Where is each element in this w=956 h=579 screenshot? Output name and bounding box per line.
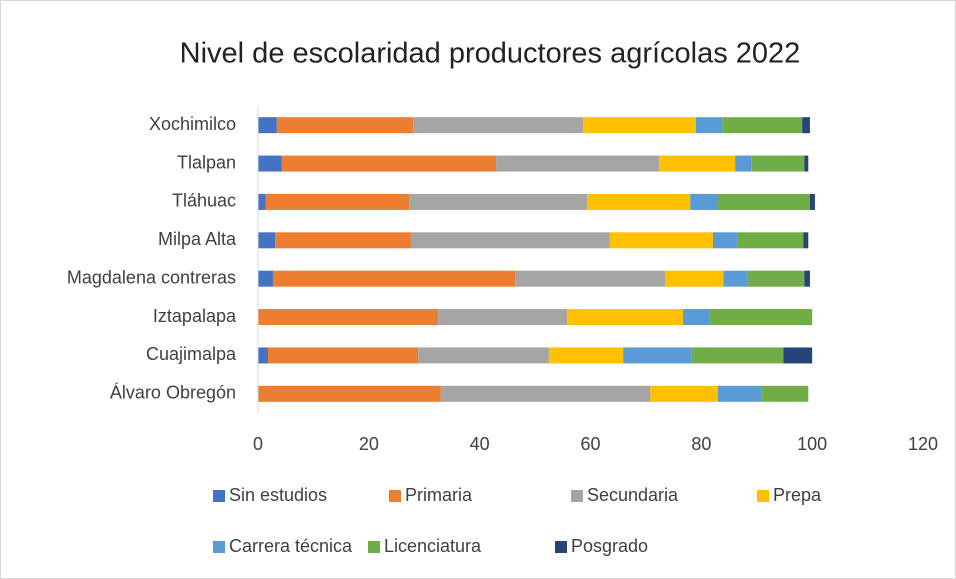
x-tick-label: 120 xyxy=(908,434,938,454)
bar-segment xyxy=(496,155,660,172)
bar-segment xyxy=(258,309,439,326)
legend-swatch xyxy=(368,541,380,553)
bar-segment xyxy=(803,232,809,249)
legend-label: Licenciatura xyxy=(384,536,482,556)
bar-segment xyxy=(690,193,718,210)
bar-segment xyxy=(802,117,810,134)
legend-swatch xyxy=(213,490,225,502)
y-tick-label: Xochimilco xyxy=(149,114,236,134)
bar-segment xyxy=(683,309,710,326)
legend-label: Carrera técnica xyxy=(229,536,353,556)
bar-segment xyxy=(735,155,752,172)
bar-segment xyxy=(567,309,684,326)
bar-segment xyxy=(258,347,268,364)
bar-segment xyxy=(583,117,696,134)
bar-segment xyxy=(258,270,273,287)
bar-segment xyxy=(258,385,441,402)
bar-segment xyxy=(722,117,803,134)
bar-segment xyxy=(709,309,813,326)
x-tick-label: 40 xyxy=(470,434,490,454)
bar-segment xyxy=(267,347,419,364)
bar-segment xyxy=(695,117,723,134)
bar-segment xyxy=(609,232,713,249)
y-tick-label: Tlalpan xyxy=(177,152,236,172)
bar-segment xyxy=(409,193,588,210)
x-tick-label: 100 xyxy=(797,434,827,454)
bar-segment xyxy=(413,117,584,134)
bar-segment xyxy=(761,385,809,402)
legend-label: Primaria xyxy=(405,485,473,505)
bar-segment xyxy=(659,155,736,172)
bar-segment xyxy=(623,347,692,364)
bar-segment xyxy=(665,270,724,287)
chart-title: Nivel de escolaridad productores agrícol… xyxy=(180,38,801,70)
legend-label: Secundaria xyxy=(587,485,679,505)
y-tick-label: Álvaro Obregón xyxy=(110,383,236,403)
legend-swatch xyxy=(555,541,567,553)
bar-segment xyxy=(258,155,282,172)
bar-segment xyxy=(410,232,610,249)
y-tick-label: Iztapalapa xyxy=(153,306,237,326)
bar-segment xyxy=(804,155,809,172)
bar-segment xyxy=(717,385,762,402)
y-tick-label: Cuajimalpa xyxy=(146,344,237,364)
bar-segment xyxy=(515,270,666,287)
bar-segment xyxy=(809,193,815,210)
legend-swatch xyxy=(389,490,401,502)
bar-segment xyxy=(751,155,805,172)
bar-segment xyxy=(258,193,266,210)
bar-segment xyxy=(258,232,276,249)
bar-segment xyxy=(438,309,568,326)
x-tick-label: 20 xyxy=(359,434,379,454)
bar-segment xyxy=(717,193,810,210)
legend-label: Sin estudios xyxy=(229,485,327,505)
legend-swatch xyxy=(213,541,225,553)
bar-segment xyxy=(440,385,651,402)
legend-label: Prepa xyxy=(773,485,822,505)
bar-segment xyxy=(723,270,748,287)
bar-segment xyxy=(276,117,414,134)
bar-segment xyxy=(272,270,516,287)
legend-label: Posgrado xyxy=(571,536,648,556)
x-tick-label: 60 xyxy=(580,434,600,454)
bar-segment xyxy=(712,232,738,249)
y-tick-label: Milpa Alta xyxy=(158,229,237,249)
bar-segment xyxy=(418,347,549,364)
bar-segment xyxy=(265,193,410,210)
bar-segment xyxy=(650,385,718,402)
bar-segment xyxy=(281,155,497,172)
legend-swatch xyxy=(571,490,583,502)
bar-segment xyxy=(258,117,277,134)
x-tick-label: 0 xyxy=(253,434,263,454)
bar-segment xyxy=(548,347,624,364)
y-tick-label: Tláhuac xyxy=(172,191,236,211)
bar-segment xyxy=(804,270,810,287)
bar-segment xyxy=(747,270,805,287)
y-tick-label: Magdalena contreras xyxy=(67,267,236,287)
legend-swatch xyxy=(757,490,769,502)
bar-segment xyxy=(275,232,411,249)
bar-segment xyxy=(691,347,784,364)
bar-segment xyxy=(737,232,804,249)
x-tick-label: 80 xyxy=(691,434,711,454)
bar-segment xyxy=(587,193,691,210)
bar-segment xyxy=(783,347,813,364)
